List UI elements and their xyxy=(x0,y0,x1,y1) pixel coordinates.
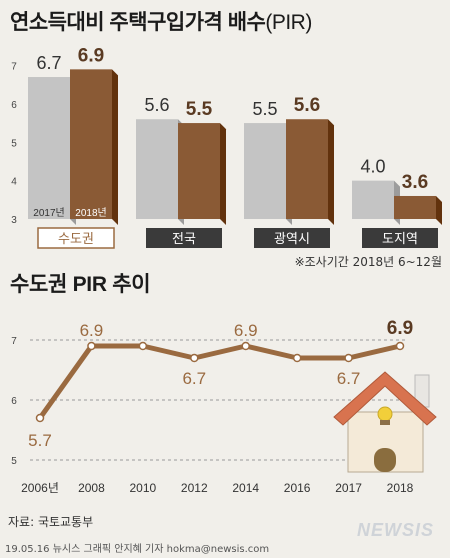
series-line xyxy=(37,343,403,421)
point-label: 6.7 xyxy=(182,369,206,388)
x-tick-label: 2016 xyxy=(284,481,311,495)
data-point xyxy=(87,341,96,351)
data-point xyxy=(292,353,302,363)
point-label: 6.7 xyxy=(337,369,361,388)
newsis-logo: NEWSIS xyxy=(356,520,434,540)
pir-trend-line-chart: 7 6 5 5.7 2006년 6.9 2008 2010 6.7 2012 6.9 2014 2016… xyxy=(11,318,437,495)
bar-side xyxy=(328,119,334,225)
data-point xyxy=(241,341,250,351)
y-tick-label: 7 xyxy=(11,336,17,347)
y-tick-label: 5 xyxy=(11,456,17,467)
y-tick-label: 3 xyxy=(11,215,17,226)
bar-value-label: 5.5 xyxy=(252,99,277,119)
bar xyxy=(352,180,394,219)
bar xyxy=(70,69,112,219)
x-tick-label: 2014 xyxy=(232,481,259,495)
data-point xyxy=(138,341,148,351)
bar-value-label: 5.6 xyxy=(294,95,320,116)
bar xyxy=(178,123,220,219)
category-label: 도지역 xyxy=(382,231,418,246)
bar xyxy=(286,119,328,219)
category-label-box xyxy=(362,228,438,248)
bar-value-label: 3.6 xyxy=(402,172,428,193)
data-point xyxy=(344,353,353,363)
y-tick-label: 6 xyxy=(11,396,17,407)
chart-title-main: 연소득대비 주택구입가격 배수 xyxy=(10,11,266,34)
bar-value-label: 4.0 xyxy=(360,157,385,177)
chart-title-suffix: (PIR) xyxy=(265,11,312,34)
bar-value-label: 6.9 xyxy=(78,45,104,66)
x-tick-label: 2006년 xyxy=(21,481,59,495)
data-source: 자료: 국토교통부 xyxy=(8,515,94,529)
data-point xyxy=(190,353,199,363)
trend-chart-title: 수도권 PIR 추이 xyxy=(10,273,151,296)
x-tick-label: 2012 xyxy=(181,481,208,495)
category-label-box xyxy=(37,227,115,249)
category-label-box xyxy=(146,228,222,248)
category-label: 전국 xyxy=(172,231,196,246)
point-label: 6.9 xyxy=(234,321,258,340)
chart-title: 연소득대비 주택구입가격 배수(PIR) xyxy=(10,6,312,36)
bar-value-label: 5.5 xyxy=(186,99,213,120)
bar-side xyxy=(436,195,442,225)
legend-label: 2018년 xyxy=(75,207,106,219)
bar-side xyxy=(112,69,118,225)
data-point xyxy=(395,341,405,351)
bar-side xyxy=(220,123,226,225)
bar xyxy=(28,77,70,219)
x-tick-label: 2010 xyxy=(130,481,157,495)
category-label-box xyxy=(254,228,330,248)
bar xyxy=(244,123,286,219)
x-tick-label: 2017 xyxy=(335,481,362,495)
bar-value-label: 5.6 xyxy=(144,95,169,115)
point-label: 6.9 xyxy=(80,321,104,340)
bar xyxy=(394,195,436,219)
x-tick-label: 2008 xyxy=(78,481,105,495)
category-label: 수도권 xyxy=(58,231,94,246)
legend-label: 2017년 xyxy=(33,207,64,219)
point-label: 6.9 xyxy=(387,318,413,339)
category-label: 광역시 xyxy=(274,231,310,246)
y-tick-label: 6 xyxy=(11,100,17,111)
bar-value-label: 6.7 xyxy=(36,53,61,73)
y-tick-label: 4 xyxy=(11,177,17,188)
data-point xyxy=(35,413,45,423)
y-tick-label: 7 xyxy=(11,62,17,73)
graphic-credit: 19.05.16 뉴시스 그래픽 안지혜 기자 hokma@newsis.com xyxy=(5,544,270,555)
survey-period-note: ※조사기간 2018년 6~12월 xyxy=(294,255,442,269)
y-tick-label: 5 xyxy=(11,138,17,149)
point-label: 5.7 xyxy=(28,431,52,450)
bar xyxy=(136,119,178,219)
x-tick-label: 2018 xyxy=(387,481,414,495)
house-icon xyxy=(333,371,437,473)
